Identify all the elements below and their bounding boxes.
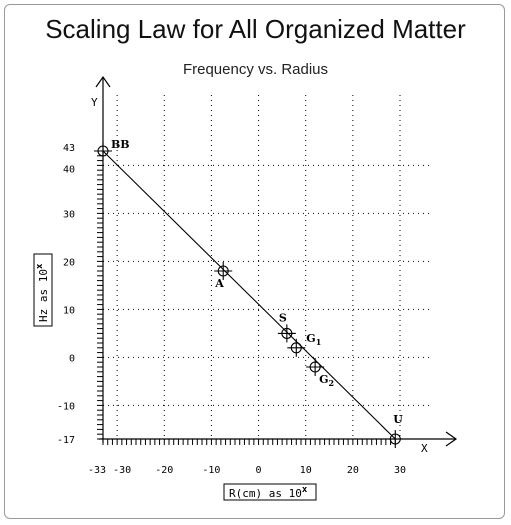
y-axis-arrow [95,75,111,88]
grid-lines [103,95,432,439]
y-axis-label-text: Hz as 10 [37,269,50,322]
point-label-subscript: 2 [329,378,335,388]
y-tick-label: 30 [63,209,75,220]
point-label: BB [111,138,130,151]
data-point-a: A [214,262,233,290]
y-tick-label: 0 [69,353,75,364]
y-axis-label-exponent: x [35,263,45,269]
x-tick-label: -10 [202,465,220,476]
x-axis-arrow [445,431,458,447]
x-axis-label-text: R(cm) as 10 [229,487,302,500]
axes [95,75,458,447]
data-point-u: U [386,413,405,448]
point-label: G1 [306,332,321,347]
y-tick-label: -10 [57,401,75,412]
y-tick-label: -17 [57,435,75,446]
trend-line [102,150,396,440]
chart-title: Scaling Law for All Organized Matter [45,14,466,44]
point-label: G2 [319,373,334,388]
y-axis-letter: Y [91,96,98,109]
x-axis-letter: X [421,442,428,455]
data-point-g1: G1 [287,332,321,357]
y-axis-label: Hz as 10x [33,253,53,327]
x-tick-label: 0 [256,465,262,476]
point-label: U [393,413,403,426]
svg-text:Hz as 10x: Hz as 10x [35,263,50,322]
y-tick-label: 43 [63,143,75,154]
point-label: S [279,311,287,324]
chart-frame [4,4,505,519]
y-tick-label: 40 [63,164,75,175]
x-axis-label: R(cm) as 10x [223,483,317,501]
point-label-subscript: 1 [316,337,322,347]
point-label: A [214,277,224,290]
x-tick-label: -30 [113,465,131,476]
svg-text:R(cm) as 10x: R(cm) as 10x [229,485,308,500]
x-axis-label-exponent: x [302,485,308,495]
data-marks: BB A S G1 G2 U [94,138,405,448]
x-tick-label: 30 [394,465,406,476]
tick-labels: -33 -30 -20 -10 0 10 20 30 43 40 30 20 10 0 -10 -17 [57,143,406,476]
data-point-s: S [277,311,296,343]
data-point-g2: G2 [306,358,334,388]
y-tick-label: 10 [63,305,75,316]
x-tick-label: -20 [155,465,173,476]
data-point-bb: BB [94,138,130,160]
x-tick-label: 10 [300,465,312,476]
chart-subtitle: Frequency vs. Radius [182,61,329,78]
x-tick-label: 20 [347,465,359,476]
y-tick-label: 20 [63,257,75,268]
x-tick-label: -33 [88,465,106,476]
